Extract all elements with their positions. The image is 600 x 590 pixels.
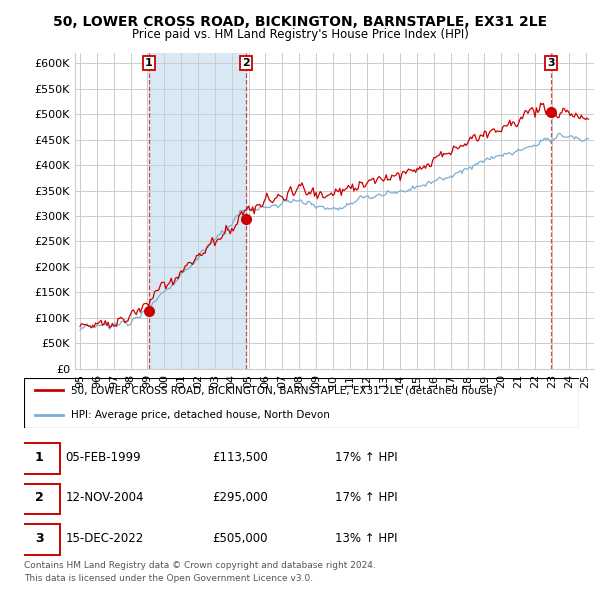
Text: 13% ↑ HPI: 13% ↑ HPI: [335, 532, 397, 545]
FancyBboxPatch shape: [19, 524, 60, 555]
Text: 1: 1: [35, 451, 44, 464]
Text: £295,000: £295,000: [213, 491, 268, 504]
Text: 12-NOV-2004: 12-NOV-2004: [65, 491, 144, 504]
Text: 50, LOWER CROSS ROAD, BICKINGTON, BARNSTAPLE, EX31 2LE (detached house): 50, LOWER CROSS ROAD, BICKINGTON, BARNST…: [71, 385, 497, 395]
Text: Contains HM Land Registry data © Crown copyright and database right 2024.: Contains HM Land Registry data © Crown c…: [24, 561, 376, 570]
Text: 3: 3: [35, 532, 44, 545]
Text: This data is licensed under the Open Government Licence v3.0.: This data is licensed under the Open Gov…: [24, 574, 313, 583]
FancyBboxPatch shape: [19, 444, 60, 474]
Text: 17% ↑ HPI: 17% ↑ HPI: [335, 451, 397, 464]
Text: 50, LOWER CROSS ROAD, BICKINGTON, BARNSTAPLE, EX31 2LE: 50, LOWER CROSS ROAD, BICKINGTON, BARNST…: [53, 15, 547, 30]
Text: £113,500: £113,500: [213, 451, 268, 464]
Text: 3: 3: [547, 58, 555, 68]
Text: HPI: Average price, detached house, North Devon: HPI: Average price, detached house, Nort…: [71, 410, 330, 420]
Text: 2: 2: [35, 491, 44, 504]
Text: 1: 1: [145, 58, 153, 68]
FancyBboxPatch shape: [19, 484, 60, 514]
Text: 2: 2: [242, 58, 250, 68]
Text: 15-DEC-2022: 15-DEC-2022: [65, 532, 144, 545]
Text: £505,000: £505,000: [213, 532, 268, 545]
Text: 17% ↑ HPI: 17% ↑ HPI: [335, 491, 397, 504]
Bar: [149, 53, 247, 369]
Text: Price paid vs. HM Land Registry's House Price Index (HPI): Price paid vs. HM Land Registry's House …: [131, 28, 469, 41]
Text: 05-FEB-1999: 05-FEB-1999: [65, 451, 141, 464]
